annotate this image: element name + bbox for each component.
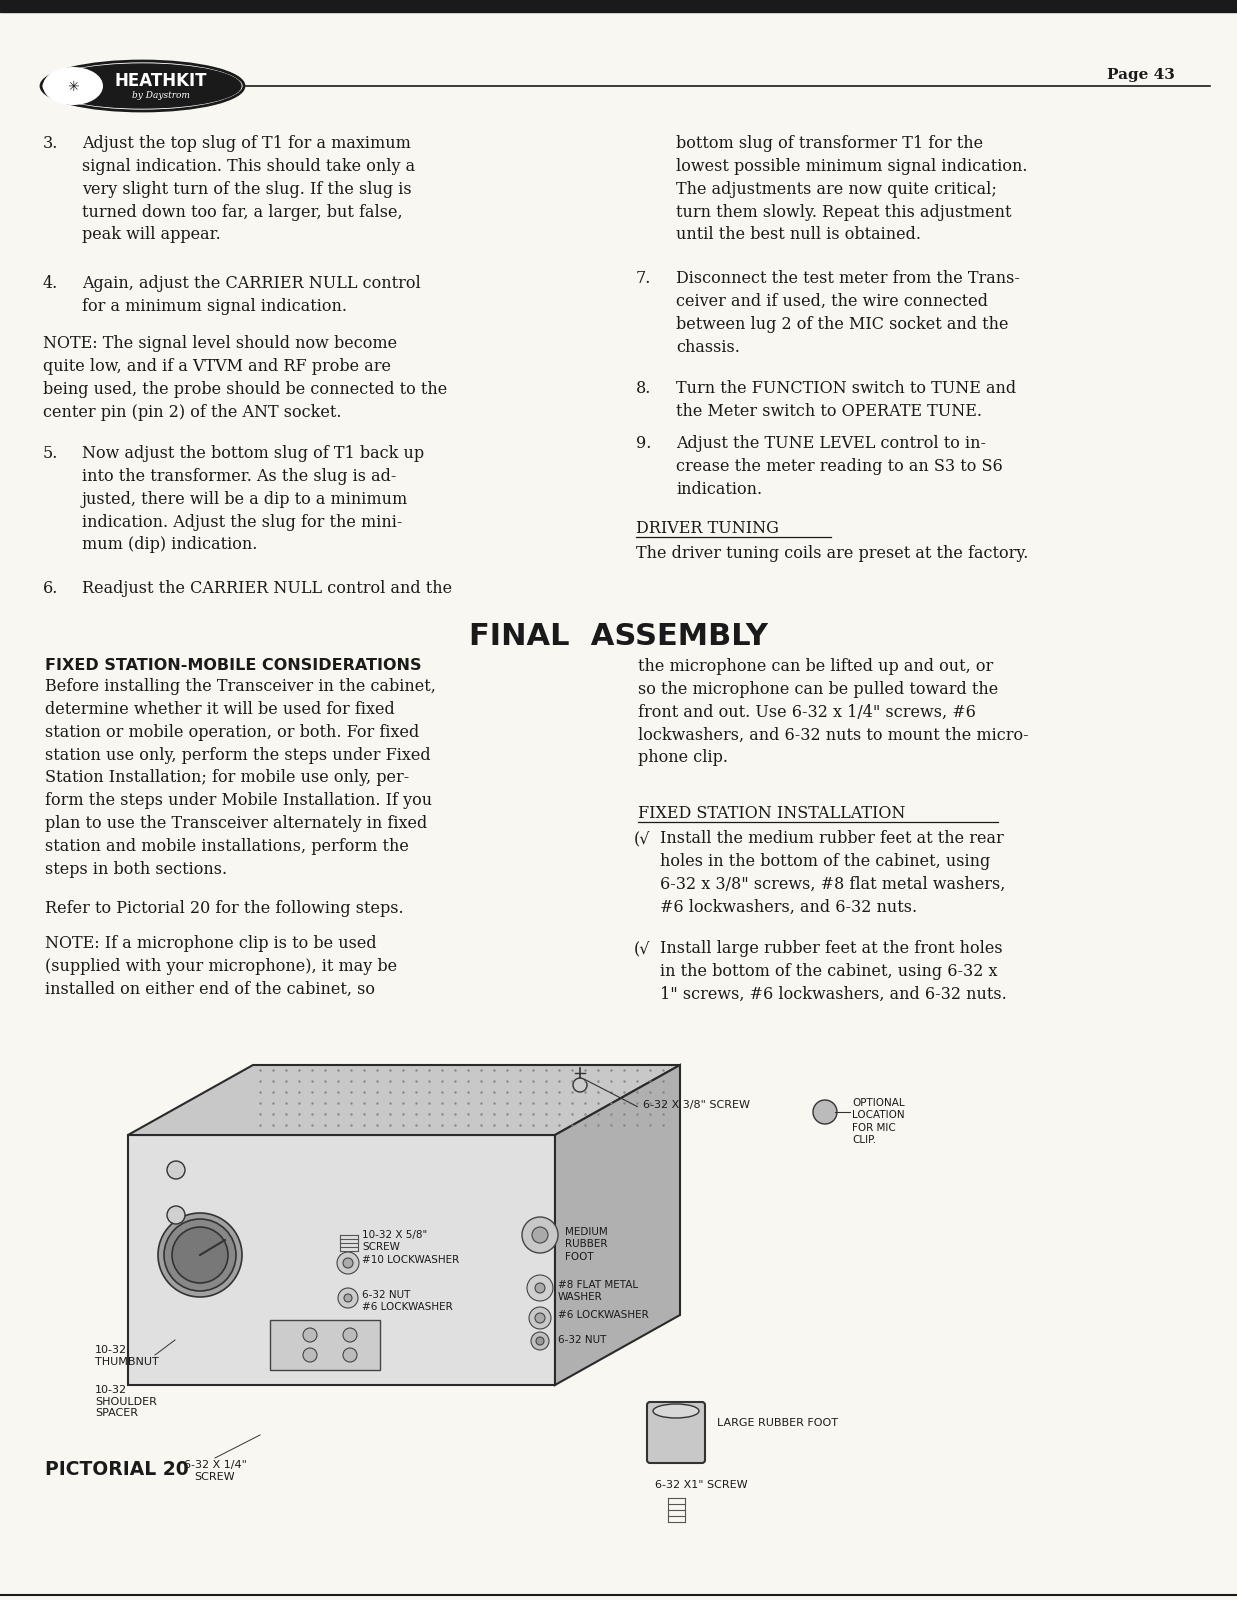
Circle shape <box>303 1328 317 1342</box>
Circle shape <box>531 1331 549 1350</box>
Polygon shape <box>127 1134 555 1386</box>
Polygon shape <box>127 1066 680 1134</box>
Text: Readjust the CARRIER NULL control and the: Readjust the CARRIER NULL control and th… <box>82 579 453 597</box>
Text: 8.: 8. <box>636 379 652 397</box>
Circle shape <box>522 1218 558 1253</box>
Text: DRIVER TUNING: DRIVER TUNING <box>636 520 779 538</box>
Text: Turn the FUNCTION switch to TUNE and
the Meter switch to OPERATE TUNE.: Turn the FUNCTION switch to TUNE and the… <box>675 379 1016 419</box>
Circle shape <box>343 1328 357 1342</box>
Ellipse shape <box>45 64 241 109</box>
Text: The driver tuning coils are preset at the factory.: The driver tuning coils are preset at th… <box>636 546 1028 562</box>
Text: 3.: 3. <box>43 134 58 152</box>
Circle shape <box>532 1227 548 1243</box>
Circle shape <box>527 1275 553 1301</box>
Text: (√: (√ <box>635 830 651 846</box>
Circle shape <box>172 1227 228 1283</box>
Text: NOTE: If a microphone clip is to be used
(supplied with your microphone), it may: NOTE: If a microphone clip is to be used… <box>45 934 397 998</box>
Text: 6-32 X 3/8" SCREW: 6-32 X 3/8" SCREW <box>643 1101 750 1110</box>
Text: (√: (√ <box>635 939 651 957</box>
Circle shape <box>338 1288 357 1309</box>
Circle shape <box>165 1219 236 1291</box>
Circle shape <box>158 1213 242 1298</box>
Text: 10-32 X 5/8"
SCREW
#10 LOCKWASHER: 10-32 X 5/8" SCREW #10 LOCKWASHER <box>362 1230 459 1264</box>
Circle shape <box>534 1314 546 1323</box>
Circle shape <box>534 1283 546 1293</box>
Circle shape <box>336 1251 359 1274</box>
Text: OPTIONAL
LOCATION
FOR MIC
CLIP.: OPTIONAL LOCATION FOR MIC CLIP. <box>852 1098 904 1146</box>
Text: by Daystrom: by Daystrom <box>131 91 189 101</box>
Text: 7.: 7. <box>636 270 652 286</box>
Text: Adjust the top slug of T1 for a maximum
signal indication. This should take only: Adjust the top slug of T1 for a maximum … <box>82 134 416 243</box>
Text: Now adjust the bottom slug of T1 back up
into the transformer. As the slug is ad: Now adjust the bottom slug of T1 back up… <box>82 445 424 554</box>
Text: #8 FLAT METAL
WASHER: #8 FLAT METAL WASHER <box>558 1280 638 1302</box>
Text: 10-32
SHOULDER
SPACER: 10-32 SHOULDER SPACER <box>95 1386 157 1418</box>
Text: #6 LOCKWASHER: #6 LOCKWASHER <box>558 1310 648 1320</box>
Circle shape <box>573 1078 588 1091</box>
Polygon shape <box>270 1320 380 1370</box>
Text: Disconnect the test meter from the Trans-
ceiver and if used, the wire connected: Disconnect the test meter from the Trans… <box>675 270 1019 355</box>
Ellipse shape <box>43 67 103 106</box>
Text: PICTORIAL 20: PICTORIAL 20 <box>45 1459 189 1478</box>
Circle shape <box>343 1258 353 1267</box>
Text: 4.: 4. <box>43 275 58 291</box>
Circle shape <box>167 1206 186 1224</box>
Circle shape <box>167 1162 186 1179</box>
Text: 9.: 9. <box>636 435 652 451</box>
Text: LARGE RUBBER FOOT: LARGE RUBBER FOOT <box>717 1418 837 1427</box>
Text: Install the medium rubber feet at the rear
holes in the bottom of the cabinet, u: Install the medium rubber feet at the re… <box>661 830 1006 915</box>
Text: 6-32 NUT: 6-32 NUT <box>558 1334 606 1346</box>
Text: MEDIUM
RUBBER
FOOT: MEDIUM RUBBER FOOT <box>565 1227 607 1262</box>
Text: 10-32
THUMBNUT: 10-32 THUMBNUT <box>95 1346 158 1366</box>
Text: bottom slug of transformer T1 for the
lowest possible minimum signal indication.: bottom slug of transformer T1 for the lo… <box>675 134 1028 243</box>
Text: ✳: ✳ <box>67 80 79 94</box>
Text: FINAL  ASSEMBLY: FINAL ASSEMBLY <box>469 622 767 651</box>
Circle shape <box>344 1294 353 1302</box>
Text: 6-32 X 1/4"
SCREW: 6-32 X 1/4" SCREW <box>183 1459 246 1482</box>
Circle shape <box>813 1101 837 1123</box>
Bar <box>0 0 1237 11</box>
Circle shape <box>303 1347 317 1362</box>
Ellipse shape <box>41 61 244 110</box>
Text: 5.: 5. <box>43 445 58 462</box>
Text: Before installing the Transceiver in the cabinet,
determine whether it will be u: Before installing the Transceiver in the… <box>45 678 435 878</box>
Text: NOTE: The signal level should now become
quite low, and if a VTVM and RF probe a: NOTE: The signal level should now become… <box>43 334 448 421</box>
Text: HEATHKIT: HEATHKIT <box>114 72 207 90</box>
Ellipse shape <box>653 1405 699 1418</box>
Text: Adjust the TUNE LEVEL control to in-
crease the meter reading to an S3 to S6
ind: Adjust the TUNE LEVEL control to in- cre… <box>675 435 1003 498</box>
Polygon shape <box>555 1066 680 1386</box>
Circle shape <box>343 1347 357 1362</box>
Text: Install large rubber feet at the front holes
in the bottom of the cabinet, using: Install large rubber feet at the front h… <box>661 939 1007 1003</box>
Text: FIXED STATION-MOBILE CONSIDERATIONS: FIXED STATION-MOBILE CONSIDERATIONS <box>45 658 422 674</box>
FancyBboxPatch shape <box>647 1402 705 1462</box>
Circle shape <box>536 1338 544 1346</box>
Text: Refer to Pictorial 20 for the following steps.: Refer to Pictorial 20 for the following … <box>45 899 403 917</box>
Circle shape <box>529 1307 550 1330</box>
Text: 6-32 X1" SCREW: 6-32 X1" SCREW <box>656 1480 747 1490</box>
Text: FIXED STATION INSTALLATION: FIXED STATION INSTALLATION <box>638 805 905 822</box>
Text: Page 43: Page 43 <box>1107 67 1175 82</box>
Text: 6.: 6. <box>43 579 58 597</box>
Text: the microphone can be lifted up and out, or
so the microphone can be pulled towa: the microphone can be lifted up and out,… <box>638 658 1029 766</box>
Text: 6-32 NUT
#6 LOCKWASHER: 6-32 NUT #6 LOCKWASHER <box>362 1290 453 1312</box>
Text: Again, adjust the CARRIER NULL control
for a minimum signal indication.: Again, adjust the CARRIER NULL control f… <box>82 275 421 315</box>
